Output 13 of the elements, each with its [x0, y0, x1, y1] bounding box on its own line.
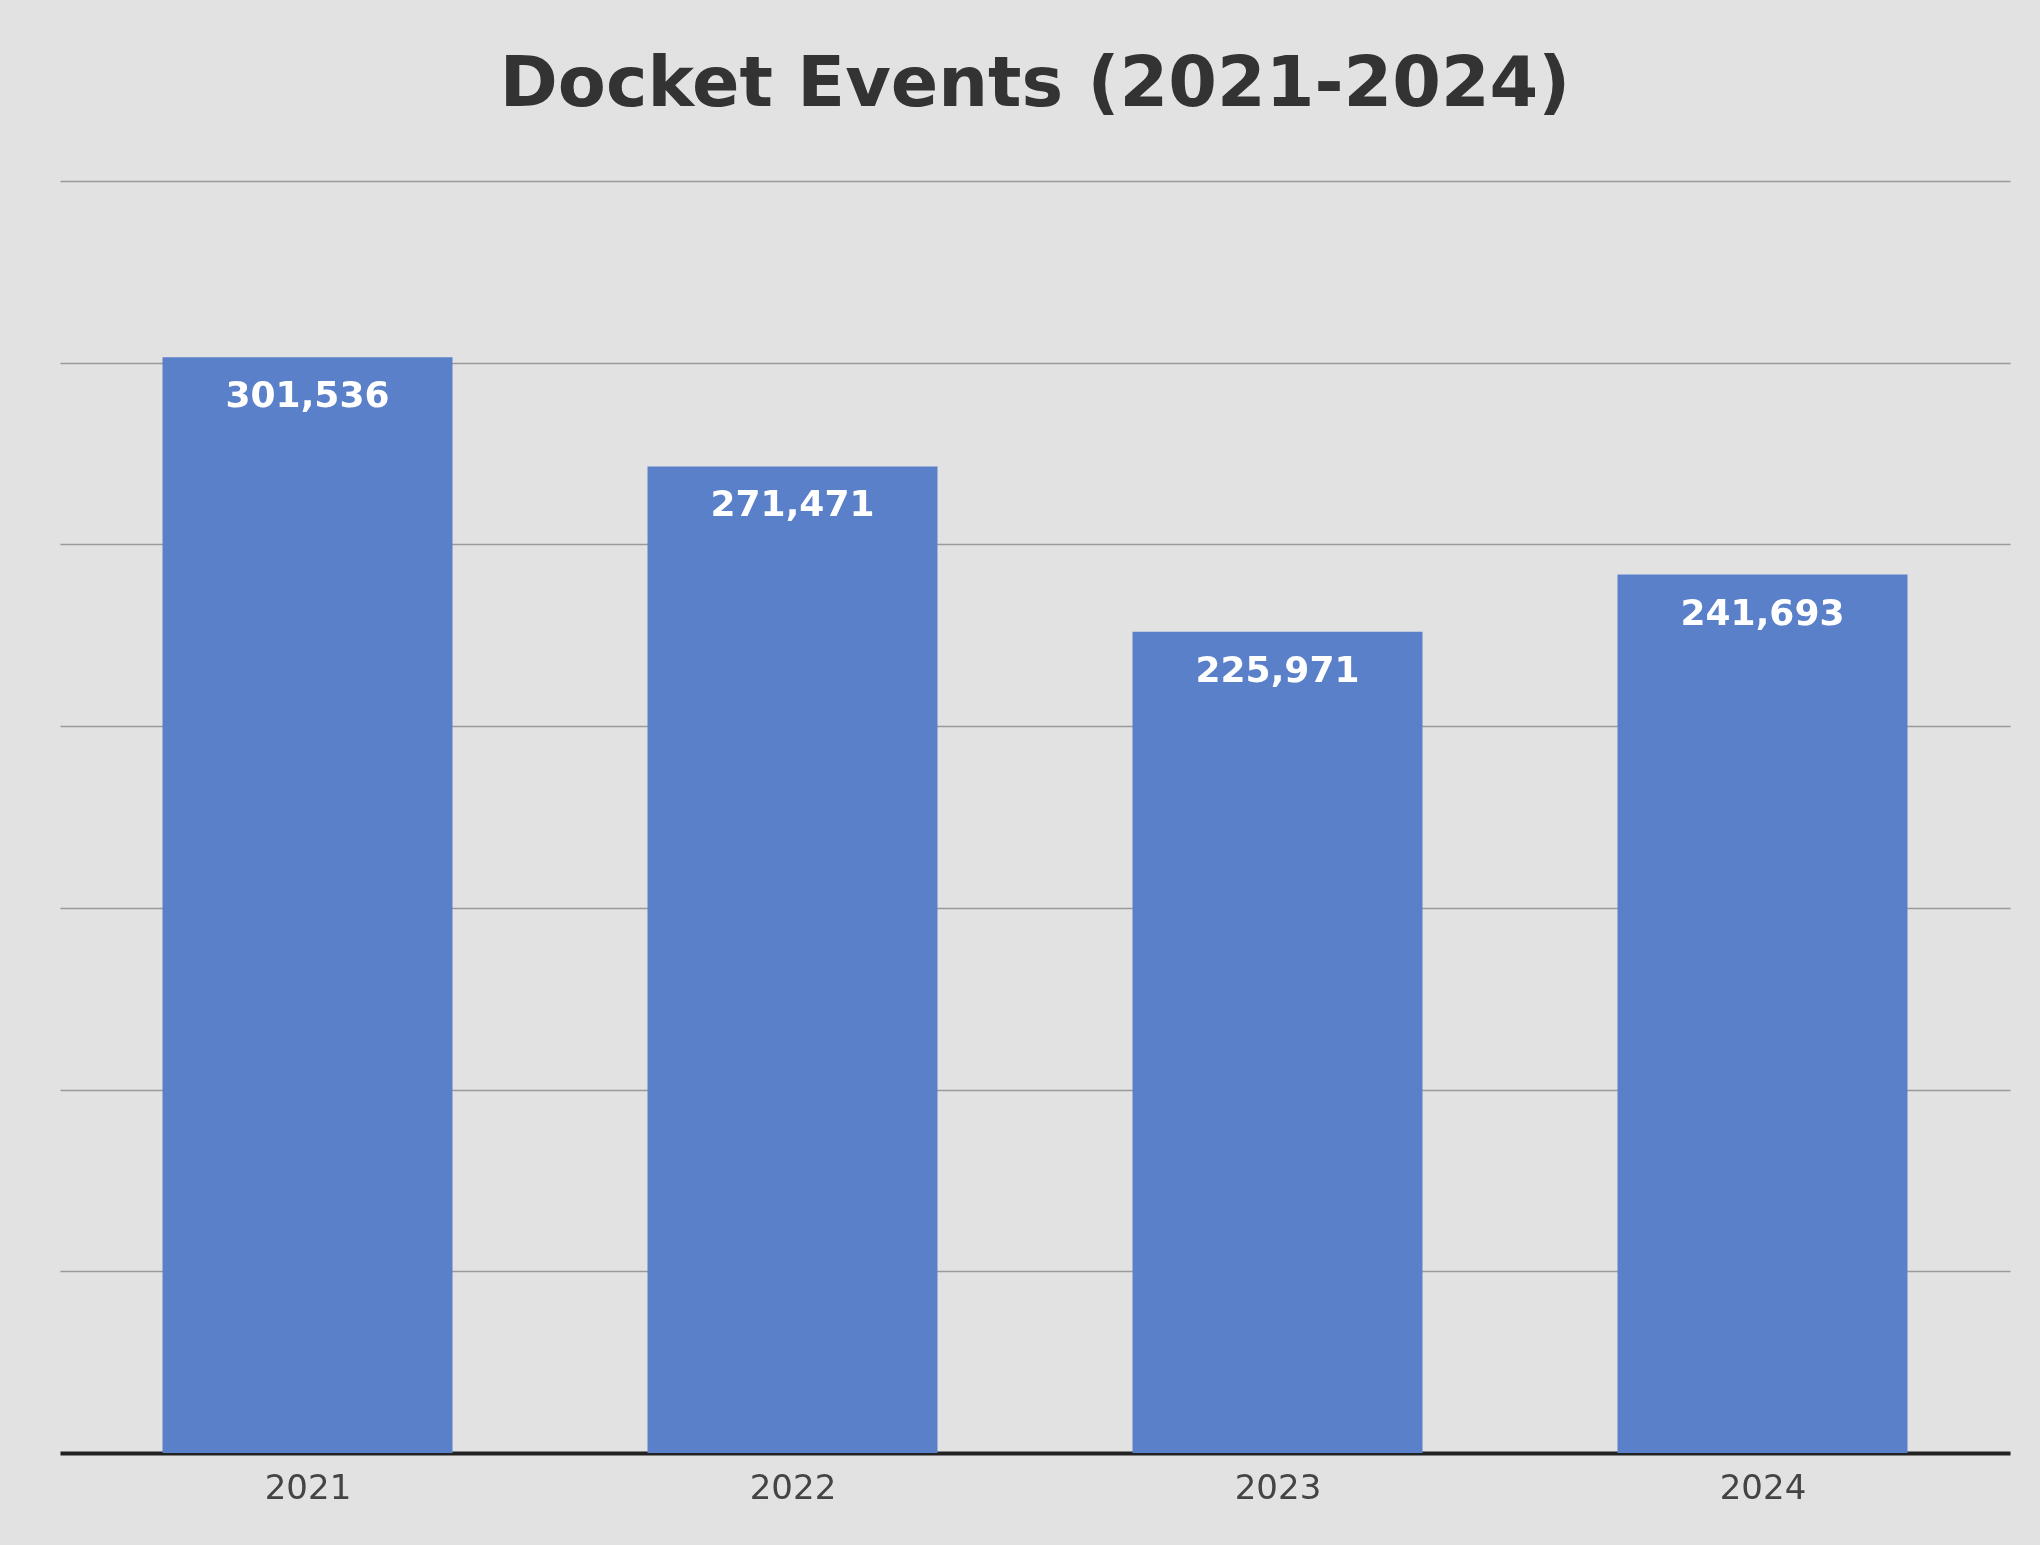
data-label: 271,471	[710, 483, 875, 525]
data-label: 301,536	[225, 374, 390, 416]
bar	[1132, 631, 1423, 1453]
bar	[1617, 574, 1908, 1453]
bar	[647, 466, 938, 1453]
bar	[162, 357, 453, 1453]
x-tick-label: 2024	[1719, 1466, 1807, 1507]
x-tick-label: 2022	[749, 1466, 837, 1507]
chart-title: Docket Events (2021-2024)	[499, 41, 1571, 123]
data-label: 225,971	[1195, 648, 1360, 690]
data-label: 241,693	[1680, 591, 1845, 633]
x-tick-label: 2023	[1234, 1466, 1322, 1507]
x-tick-label: 2021	[264, 1466, 352, 1507]
